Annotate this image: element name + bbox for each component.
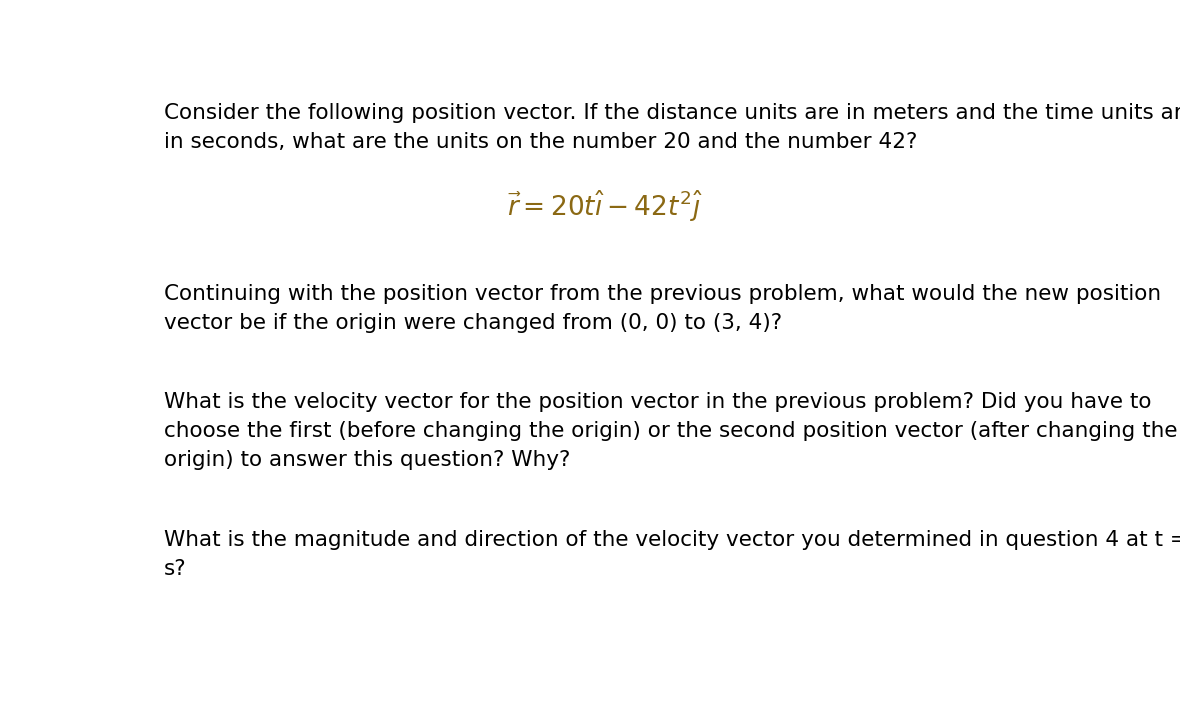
- Text: Continuing with the position vector from the previous problem, what would the ne: Continuing with the position vector from…: [164, 284, 1161, 333]
- Text: What is the magnitude and direction of the velocity vector you determined in que: What is the magnitude and direction of t…: [164, 530, 1180, 579]
- Text: What is the velocity vector for the position vector in the previous problem? Did: What is the velocity vector for the posi…: [164, 392, 1178, 470]
- Text: Consider the following position vector. If the distance units are in meters and : Consider the following position vector. …: [164, 103, 1180, 152]
- Text: $\vec{r} = 20t\hat{\imath} - 42t^{2}\hat{\jmath}$: $\vec{r} = 20t\hat{\imath} - 42t^{2}\hat…: [506, 188, 703, 223]
